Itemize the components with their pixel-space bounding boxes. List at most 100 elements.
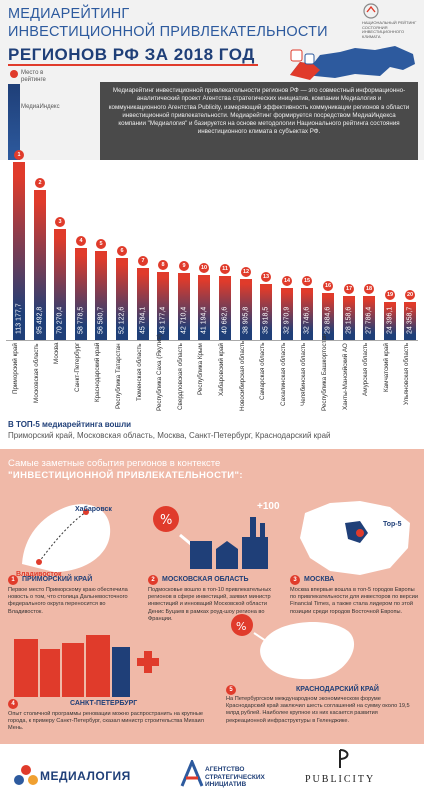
- card-1-heading: ПРИМОРСКИЙ КРАЙ: [22, 576, 93, 583]
- category-label: Республика Крым: [197, 343, 204, 395]
- bar-value-label: 70 270,4: [56, 306, 64, 334]
- medialogia-logo-icon: [14, 765, 38, 785]
- card-5-body: На Петербургском международном экономиче…: [226, 696, 410, 724]
- chart-bar: 45 784,1: [137, 268, 149, 340]
- top5-title: В ТОП-5 медиарейтинга вошли: [8, 420, 132, 429]
- category-label: Ульяновская область: [403, 343, 410, 406]
- rank-legend-swatch: [10, 70, 18, 78]
- chart-bar: 56 580,7: [95, 251, 107, 340]
- rank-badge: 18: [364, 284, 374, 294]
- chart-bar: 38 905,8: [240, 279, 252, 340]
- rank-badge: 8: [158, 260, 168, 270]
- rank-badge: 12: [241, 267, 251, 277]
- events-subtitle: "ИНВЕСТИЦИОННОЙ ПРИВЛЕКАТЕЛЬНОСТИ":: [8, 470, 243, 481]
- rank-badge: 20: [405, 290, 415, 300]
- bar-value-label: 56 580,7: [97, 306, 105, 334]
- bar-value-label: 35 918,5: [262, 306, 270, 334]
- svg-text:%: %: [236, 620, 246, 633]
- title-line-3: РЕГИОНОВ РФ ЗА 2018 ГОД: [8, 45, 255, 64]
- bar-value-label: 42 710,4: [180, 306, 188, 334]
- publicity-logo-text: PUBLICITY: [305, 774, 376, 785]
- footer: МЕДИАЛОГИЯ АГЕНТСТВО СТРАТЕГИЧЕСКИХ ИНИЦ…: [0, 744, 424, 800]
- chart-bar: 95 492,8: [34, 190, 46, 340]
- legend-rank-label: Место в рейтинге: [21, 70, 46, 83]
- header: МЕДИАРЕЙТИНГ ИНВЕСТИЦИОННОЙ ПРИВЛЕКАТЕЛЬ…: [0, 0, 424, 160]
- chart-bar: 32 970,9: [281, 288, 293, 340]
- rank-badge: 6: [117, 246, 127, 256]
- primorsky-map-icon: [22, 504, 111, 572]
- description-text: Медиарейтинг инвестиционной привлекатель…: [108, 87, 410, 136]
- europe-map-icon: [300, 501, 410, 575]
- bar-value-label: 32 746,6: [303, 306, 311, 334]
- category-label: Приморский край: [12, 343, 19, 394]
- category-label: Краснодарский край: [94, 343, 101, 403]
- bar-value-label: 38 905,8: [242, 306, 250, 334]
- bar-value-label: 27 786,4: [365, 306, 373, 334]
- card-3-heading: МОСКВА: [304, 576, 335, 583]
- category-label: Новосибирская область: [239, 340, 246, 411]
- chart-bar: 58 778,5: [75, 248, 87, 340]
- chart-bar: 40 662,6: [219, 276, 231, 340]
- rank-badge: 16: [323, 281, 333, 291]
- title-underline: [8, 64, 258, 66]
- chart-bar: 24 396,1: [384, 302, 396, 340]
- bar-value-label: 43 177,4: [159, 306, 167, 334]
- top5-text: Приморский край, Московская область, Мос…: [8, 431, 331, 440]
- card-2-body: Подмосковье вошло в топ-10 привлекательн…: [148, 587, 272, 622]
- card-1-number: 1: [8, 575, 18, 585]
- krasnodar-map-icon: %: [231, 614, 355, 680]
- rank-badge: 15: [302, 276, 312, 286]
- category-label: Московская область: [33, 343, 40, 403]
- category-label: Санкт-Петербург: [74, 343, 81, 393]
- svg-text:%: %: [160, 513, 172, 528]
- category-label: Республика Саха (Якутия): [156, 334, 163, 411]
- rank-badge: 14: [282, 276, 292, 286]
- bar-value-label: 95 492,8: [36, 306, 44, 334]
- rating-logo-icon: [363, 3, 379, 19]
- vladivostok-label: Владивосток: [16, 571, 62, 578]
- chart-bar: 27 786,4: [363, 296, 375, 340]
- chart-bar: 113 177,7: [13, 162, 25, 340]
- card-2-heading: МОСКОВСКАЯ ОБЛАСТЬ: [162, 576, 249, 583]
- rank-badge: 3: [55, 217, 65, 227]
- description-box: Медиарейтинг инвестиционной привлекатель…: [100, 82, 418, 160]
- rank-badge: 11: [220, 264, 230, 274]
- bar-value-label: 24 358,7: [406, 306, 414, 334]
- bar-value-label: 40 662,6: [221, 306, 229, 334]
- rank-badge: 17: [344, 284, 354, 294]
- rank-badge: 19: [385, 290, 395, 300]
- title-line-1: МЕДИАРЕЙТИНГ: [8, 6, 130, 22]
- card-2-number: 2: [148, 575, 158, 585]
- title-line-2: ИНВЕСТИЦИОННОЙ ПРИВЛЕКАТЕЛЬНОСТИ: [8, 24, 328, 40]
- index-legend-swatch: [8, 84, 20, 160]
- rank-badge: 1: [14, 150, 24, 160]
- chart-bar: 24 358,7: [404, 302, 416, 340]
- city-renovation-icon: [14, 635, 159, 697]
- card-3-body: Москва впервые вошла в топ-5 городов Евр…: [290, 587, 418, 615]
- rank-badge: 5: [96, 239, 106, 249]
- top5-map-label: Top-5: [383, 521, 402, 528]
- asi-logo-icon: [180, 760, 204, 787]
- card-1-body: Первое место Приморскому краю обеспечила…: [8, 587, 128, 615]
- card-4-body: Опыт столичной программы реновации можно…: [8, 711, 204, 732]
- rank-badge: 9: [179, 261, 189, 271]
- rank-badge: 13: [261, 272, 271, 282]
- publicity-logo-icon: [339, 749, 349, 768]
- category-label: Амурская область: [362, 343, 369, 397]
- chart-bar: 32 746,6: [301, 288, 313, 340]
- chart-baseline: [6, 340, 418, 341]
- rank-badge: 10: [199, 263, 209, 273]
- bar-value-label: 41 194,4: [200, 306, 208, 334]
- events-title: Самые заметные события регионов в контек…: [8, 458, 221, 469]
- chart-bar: 28 158,6: [343, 296, 355, 340]
- category-label: Хабаровский край: [218, 343, 225, 396]
- bar-value-label: 52 122,6: [118, 306, 126, 334]
- national-rating-logo: НАЦИОНАЛЬНЫЙ РЕЙТИНГ СОСТОЯНИЯ ИНВЕСТИЦИ…: [362, 3, 420, 45]
- events-section: Самые заметные события регионов в контек…: [0, 449, 424, 744]
- bar-value-label: 58 778,5: [77, 306, 85, 334]
- khabarovsk-label: Хабаровск: [75, 506, 112, 513]
- category-label: Сахалинская область: [280, 343, 287, 407]
- category-label: Челябинская область: [300, 343, 307, 407]
- chart-bar: 35 918,5: [260, 284, 272, 340]
